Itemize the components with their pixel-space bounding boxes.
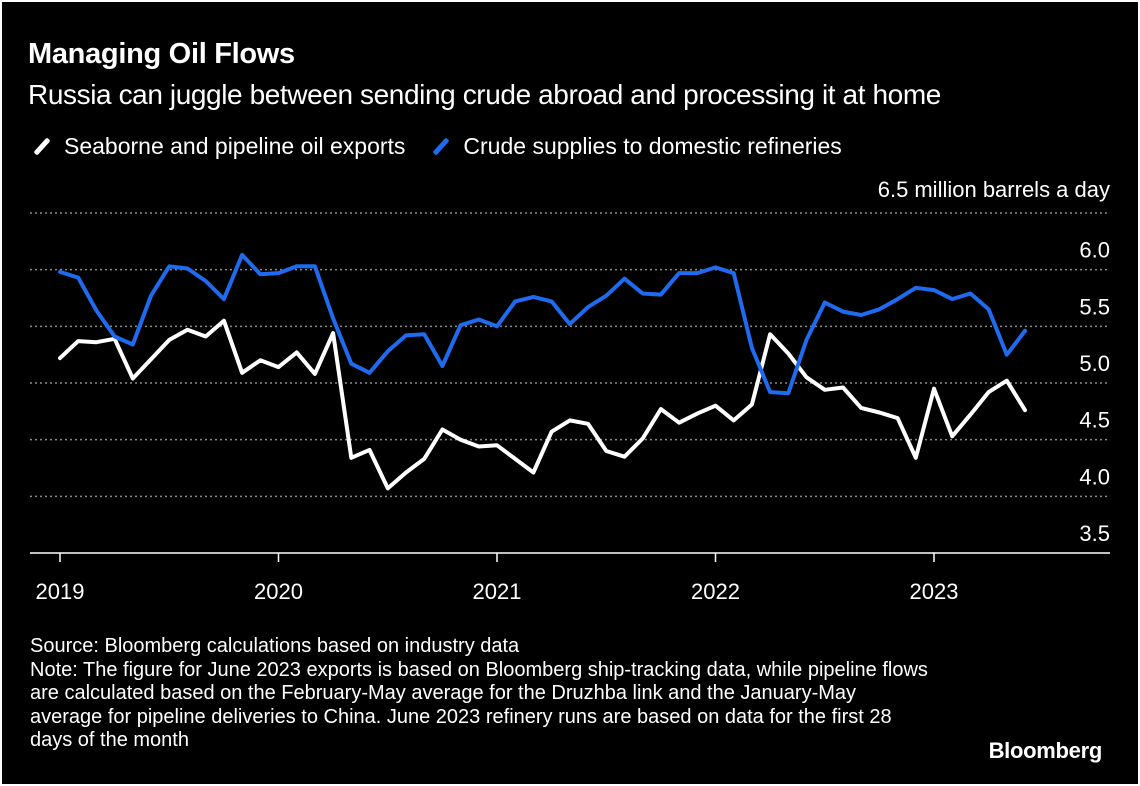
y-axis-labels: 3.5 4.0 4.5 5.0 5.5 6.0 6.5 <box>878 177 1110 546</box>
legend-label-refineries: Crude supplies to domestic refineries <box>463 133 842 159</box>
y-tick-label: 5.5 <box>1079 294 1110 319</box>
x-tick-label: 2023 <box>910 579 959 604</box>
series-line-refineries <box>58 252 1027 396</box>
y-tick-label: 4.0 <box>1079 464 1110 489</box>
gridlines <box>30 212 1110 498</box>
series-lines <box>58 252 1027 491</box>
y-tick-label: 3.5 <box>1079 521 1110 546</box>
x-tick-label: 2019 <box>36 579 85 604</box>
methodology-note: Note: The figure for June 2023 exports i… <box>30 658 928 752</box>
legend: Seaborne and pipeline oil exports Crude … <box>28 133 864 160</box>
legend-label-exports: Seaborne and pipeline oil exports <box>64 133 406 159</box>
footer: Source: Bloomberg calculations based on … <box>30 635 930 753</box>
source-note: Source: Bloomberg calculations based on … <box>30 635 520 657</box>
y-axis-unit-label: million barrels a day <box>914 177 1110 202</box>
y-tick-label: 5.0 <box>1079 351 1110 376</box>
x-axis-ticks: 2019 2020 2021 2022 2023 <box>36 553 959 604</box>
x-tick-label: 2021 <box>473 579 522 604</box>
y-tick-label: 4.5 <box>1079 408 1110 433</box>
legend-item-refineries: Crude supplies to domestic refineries <box>427 133 842 160</box>
chart-subtitle: Russia can juggle between sending crude … <box>28 79 941 110</box>
bloomberg-logo: Bloomberg <box>988 738 1103 763</box>
x-tick-label: 2020 <box>254 579 303 604</box>
y-tick-label: 6.5 <box>878 177 909 202</box>
x-tick-label: 2022 <box>691 579 740 604</box>
chart-title: Managing Oil Flows <box>28 38 295 70</box>
legend-item-exports: Seaborne and pipeline oil exports <box>28 133 405 160</box>
y-tick-label: 6.0 <box>1079 238 1110 263</box>
series-line-exports <box>58 318 1027 491</box>
